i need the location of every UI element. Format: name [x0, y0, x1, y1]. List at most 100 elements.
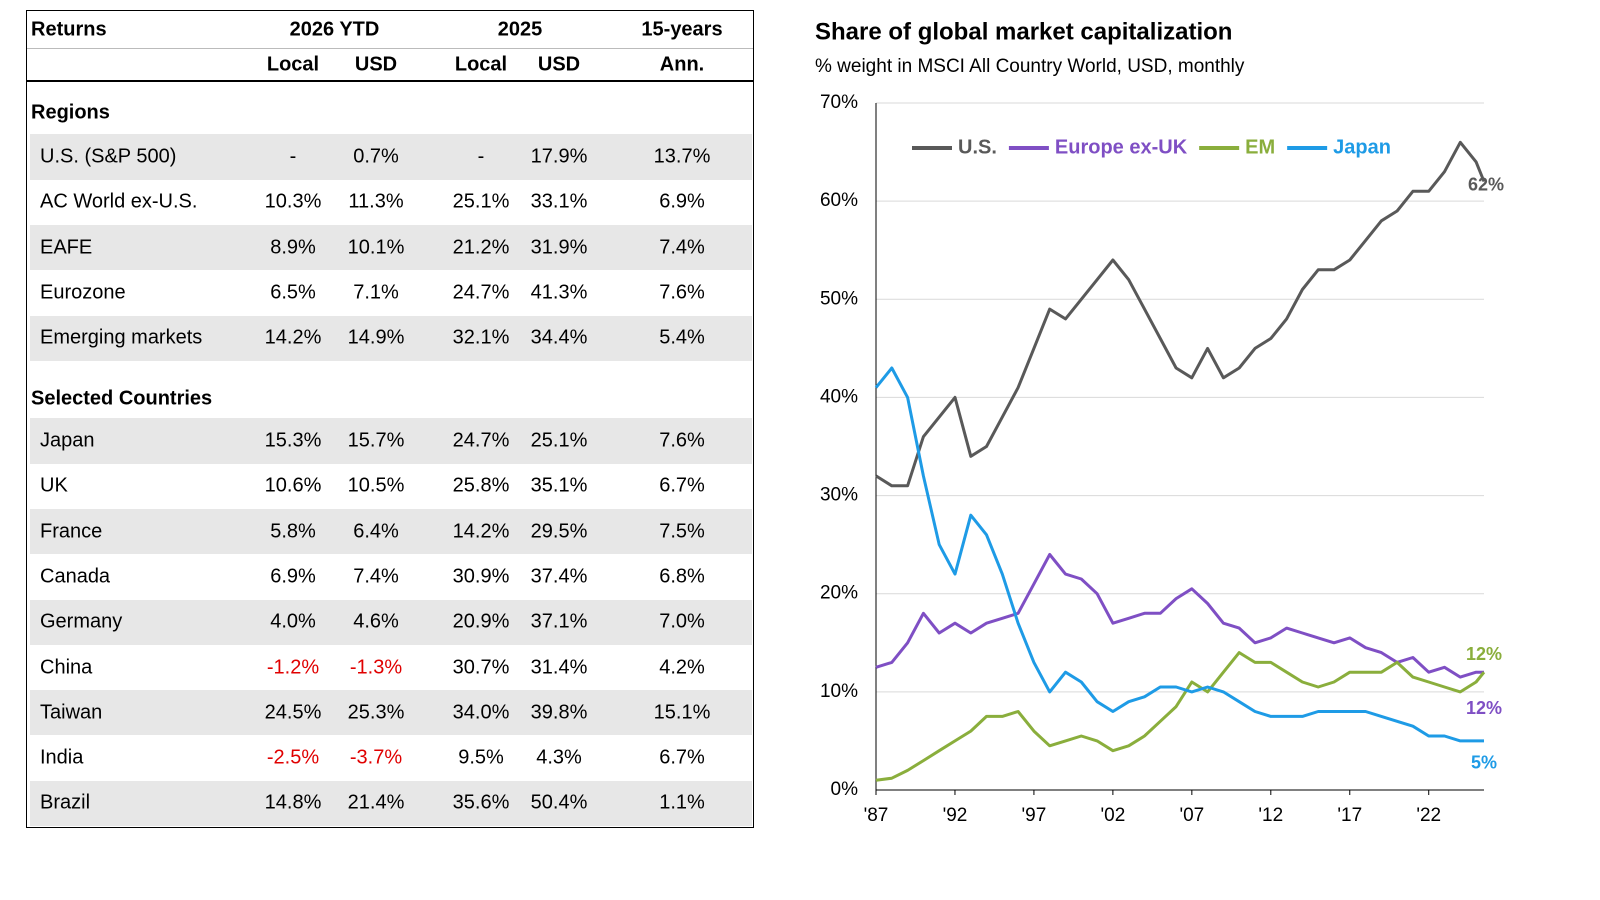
cell: 30.9%	[452, 565, 510, 588]
header-group: 2026 YTD	[289, 18, 380, 41]
x-tick-label: '07	[1179, 805, 1204, 826]
header-label: Returns	[31, 18, 107, 41]
row-label: Brazil	[40, 791, 91, 814]
row-label: Emerging markets	[40, 326, 203, 349]
x-tick-label: '12	[1258, 805, 1283, 826]
cell: 25.1%	[530, 429, 588, 452]
cell: 39.8%	[530, 701, 588, 724]
cell: 14.8%	[264, 791, 322, 814]
cell: 6.7%	[659, 746, 705, 769]
cell: 6.7%	[659, 474, 705, 497]
x-tick-label: '22	[1416, 805, 1441, 826]
row-shade	[30, 508, 752, 555]
cell: 4.6%	[353, 610, 399, 633]
cell: 6.9%	[659, 190, 705, 213]
cell: 41.3%	[530, 281, 588, 304]
chart-subtitle: % weight in MSCI All Country World, USD,…	[815, 56, 1245, 77]
cell: 34.4%	[530, 326, 588, 349]
cell: 24.7%	[452, 429, 510, 452]
legend-label: Japan	[1333, 136, 1391, 158]
header-sub: USD	[537, 53, 581, 76]
cell: -	[477, 145, 485, 168]
end-label: 12%	[1466, 644, 1502, 664]
cell: 37.1%	[530, 610, 588, 633]
cell: 15.7%	[347, 429, 405, 452]
end-label: 62%	[1468, 174, 1504, 194]
row-shade	[30, 418, 752, 464]
series-line	[875, 140, 1486, 488]
section-title: Selected Countries	[31, 387, 213, 410]
header-group: 15-years	[641, 18, 723, 41]
cell: 15.3%	[264, 429, 322, 452]
row-label: Germany	[40, 610, 123, 633]
cell: -3.7%	[349, 746, 403, 769]
cell: 25.8%	[452, 474, 510, 497]
row-label: Japan	[40, 429, 95, 452]
chart-title: Share of global market capitalization	[815, 18, 1232, 45]
cell: 7.4%	[659, 236, 705, 259]
y-tick-label: 40%	[820, 386, 858, 407]
x-tick-label: '17	[1337, 805, 1362, 826]
cell: 7.6%	[659, 429, 705, 452]
legend-label: U.S.	[958, 136, 997, 158]
series-line	[874, 366, 1484, 743]
cell: 21.4%	[347, 791, 405, 814]
header-sub: Local	[454, 53, 508, 76]
cell: 20.9%	[452, 610, 510, 633]
end-label: 12%	[1466, 698, 1502, 718]
cell: 4.2%	[659, 656, 705, 678]
row-shade	[30, 224, 752, 271]
row-label: EAFE	[40, 236, 93, 259]
cell: 4.3%	[536, 746, 582, 769]
cell: -1.2%	[266, 656, 320, 678]
cell: 35.6%	[452, 791, 510, 814]
cell: -2.5%	[266, 746, 320, 769]
cell: 25.3%	[347, 701, 405, 724]
cell: 7.6%	[659, 281, 705, 304]
header-sub: USD	[354, 53, 398, 76]
cell: 4.0%	[270, 610, 316, 633]
header-group: 2025	[497, 18, 543, 41]
cell: 7.5%	[659, 520, 705, 543]
x-tick-label: '97	[1022, 805, 1047, 826]
row-label: Taiwan	[40, 701, 103, 724]
row-shade	[30, 315, 752, 361]
cell: 5.4%	[659, 326, 705, 349]
row-label: UK	[40, 474, 68, 497]
cell: 33.1%	[530, 190, 588, 213]
row-shade	[30, 134, 752, 180]
cell: 7.4%	[353, 565, 399, 588]
y-tick-label: 30%	[820, 485, 858, 506]
cell: 6.9%	[270, 565, 316, 588]
y-tick-label: 70%	[820, 92, 858, 113]
row-label: U.S. (S&P 500)	[40, 145, 177, 168]
cell: 14.9%	[347, 326, 405, 349]
cell: 25.1%	[452, 190, 510, 213]
y-tick-label: 20%	[820, 583, 858, 604]
header-rule	[27, 80, 753, 82]
row-shade	[30, 780, 752, 827]
row-label: France	[40, 520, 103, 543]
cell: 7.0%	[659, 610, 705, 633]
cell: 37.4%	[530, 565, 588, 588]
series-line	[875, 651, 1486, 782]
cell: 15.1%	[653, 701, 711, 724]
header-rule-top	[27, 10, 753, 11]
x-tick-label: '92	[943, 805, 968, 826]
cell: 13.7%	[653, 145, 711, 168]
row-label: India	[40, 746, 84, 769]
y-tick-label: 60%	[820, 190, 858, 211]
cell: 6.4%	[353, 520, 399, 543]
cell: 29.5%	[530, 520, 588, 543]
cell: 10.6%	[264, 474, 322, 497]
cell: 24.7%	[452, 281, 510, 304]
row-label: China	[40, 656, 93, 678]
row-label: AC World ex-U.S.	[40, 190, 198, 213]
cell: 24.5%	[264, 701, 322, 724]
y-tick-label: 10%	[820, 681, 858, 702]
cell: -1.3%	[349, 656, 403, 678]
cell: 10.5%	[347, 474, 405, 497]
cell: 6.5%	[270, 281, 316, 304]
